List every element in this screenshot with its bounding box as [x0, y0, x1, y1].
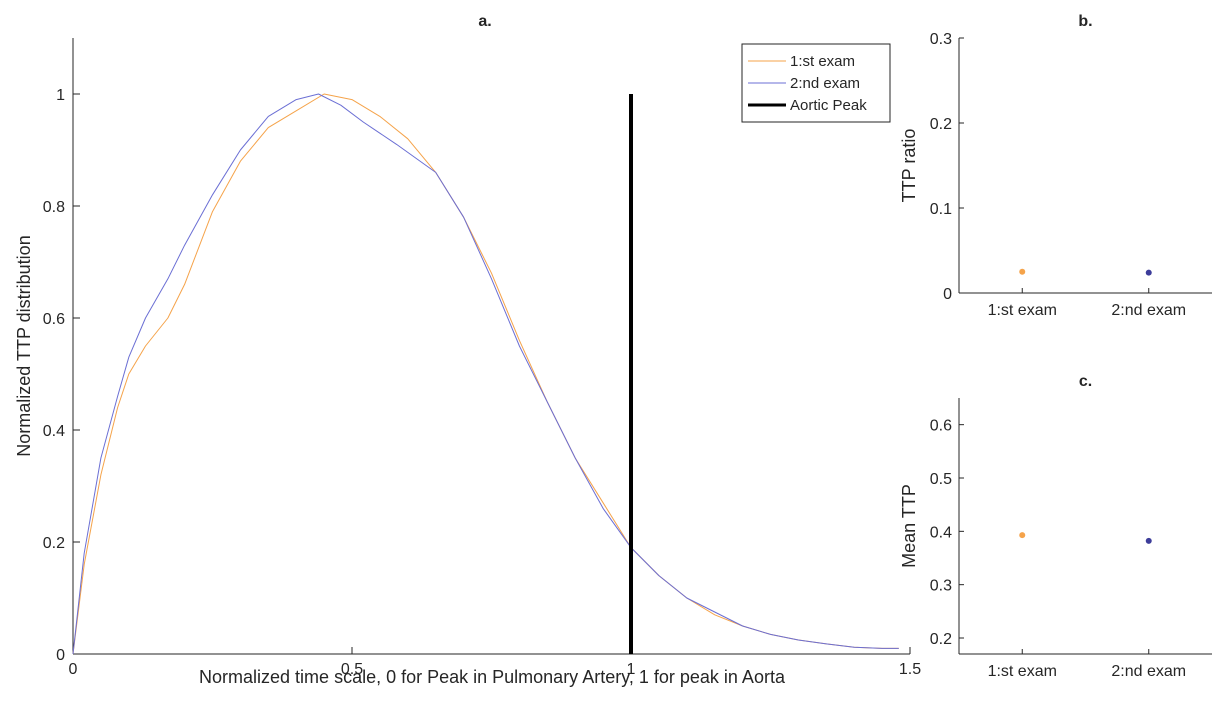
panel-a-title: a. [478, 13, 491, 30]
series-line-1 [72, 93, 899, 655]
panel-c-title: c. [1079, 373, 1092, 390]
y-tick-label: 0 [56, 647, 65, 664]
y-tick-label: 1 [56, 87, 65, 104]
y-tick-label: 0.8 [43, 199, 65, 216]
data-point-2 [1145, 537, 1152, 544]
y-axis-label: TTP ratio [899, 129, 919, 203]
data-point-1 [1019, 532, 1026, 539]
y-tick-label: 0.4 [43, 423, 65, 440]
y-tick-label: 0.6 [43, 311, 65, 328]
y-tick-label: 0 [943, 286, 952, 303]
y-tick-label: 0.3 [930, 31, 952, 48]
panel-b-title: b. [1078, 13, 1092, 30]
x-tick-label: 1:st exam [988, 663, 1057, 680]
y-tick-label: 0.6 [930, 418, 952, 435]
x-tick-label: 0 [69, 661, 78, 678]
y-tick-label: 0.2 [930, 631, 952, 648]
data-point-2 [1145, 269, 1152, 276]
x-tick-label: 1:st exam [988, 302, 1057, 319]
series-line-2 [72, 93, 899, 655]
y-tick-label: 0.5 [930, 471, 952, 488]
panel-a: 0 0.5 1 1.5 0 0.2 0.4 0.6 0.8 1 a. Normalized time … [14, 13, 921, 687]
y-tick-label: 0.4 [930, 524, 952, 541]
y-tick-label: 0.3 [930, 578, 952, 595]
x-tick-label: 1.5 [899, 661, 921, 678]
x-tick-label: 2:nd exam [1111, 302, 1186, 319]
y-tick-label: 0.2 [43, 535, 65, 552]
data-point-1 [1019, 268, 1026, 275]
legend-label-2: 2:nd exam [790, 75, 860, 92]
panel-c: 0.2 0.3 0.4 0.5 0.6 1:st exam 2:nd exam c. Mean … [899, 373, 1212, 680]
x-axis-label: Normalized time scale, 0 for Peak in Pul… [199, 667, 786, 687]
y-axis-label: Normalized TTP distribution [14, 235, 34, 456]
y-axis-label: Mean TTP [899, 484, 919, 568]
legend-label-1: 1:st exam [790, 53, 855, 70]
x-tick-label: 2:nd exam [1111, 663, 1186, 680]
y-tick-label: 0.1 [930, 201, 952, 218]
x-tick-label: 1 [627, 661, 636, 678]
legend-label-3: Aortic Peak [790, 97, 867, 114]
y-tick-label: 0.2 [930, 116, 952, 133]
panel-b: 0 0.1 0.2 0.3 1:st exam 2:nd exam b. TTP ratio [899, 13, 1212, 319]
x-tick-label: 0.5 [341, 661, 363, 678]
